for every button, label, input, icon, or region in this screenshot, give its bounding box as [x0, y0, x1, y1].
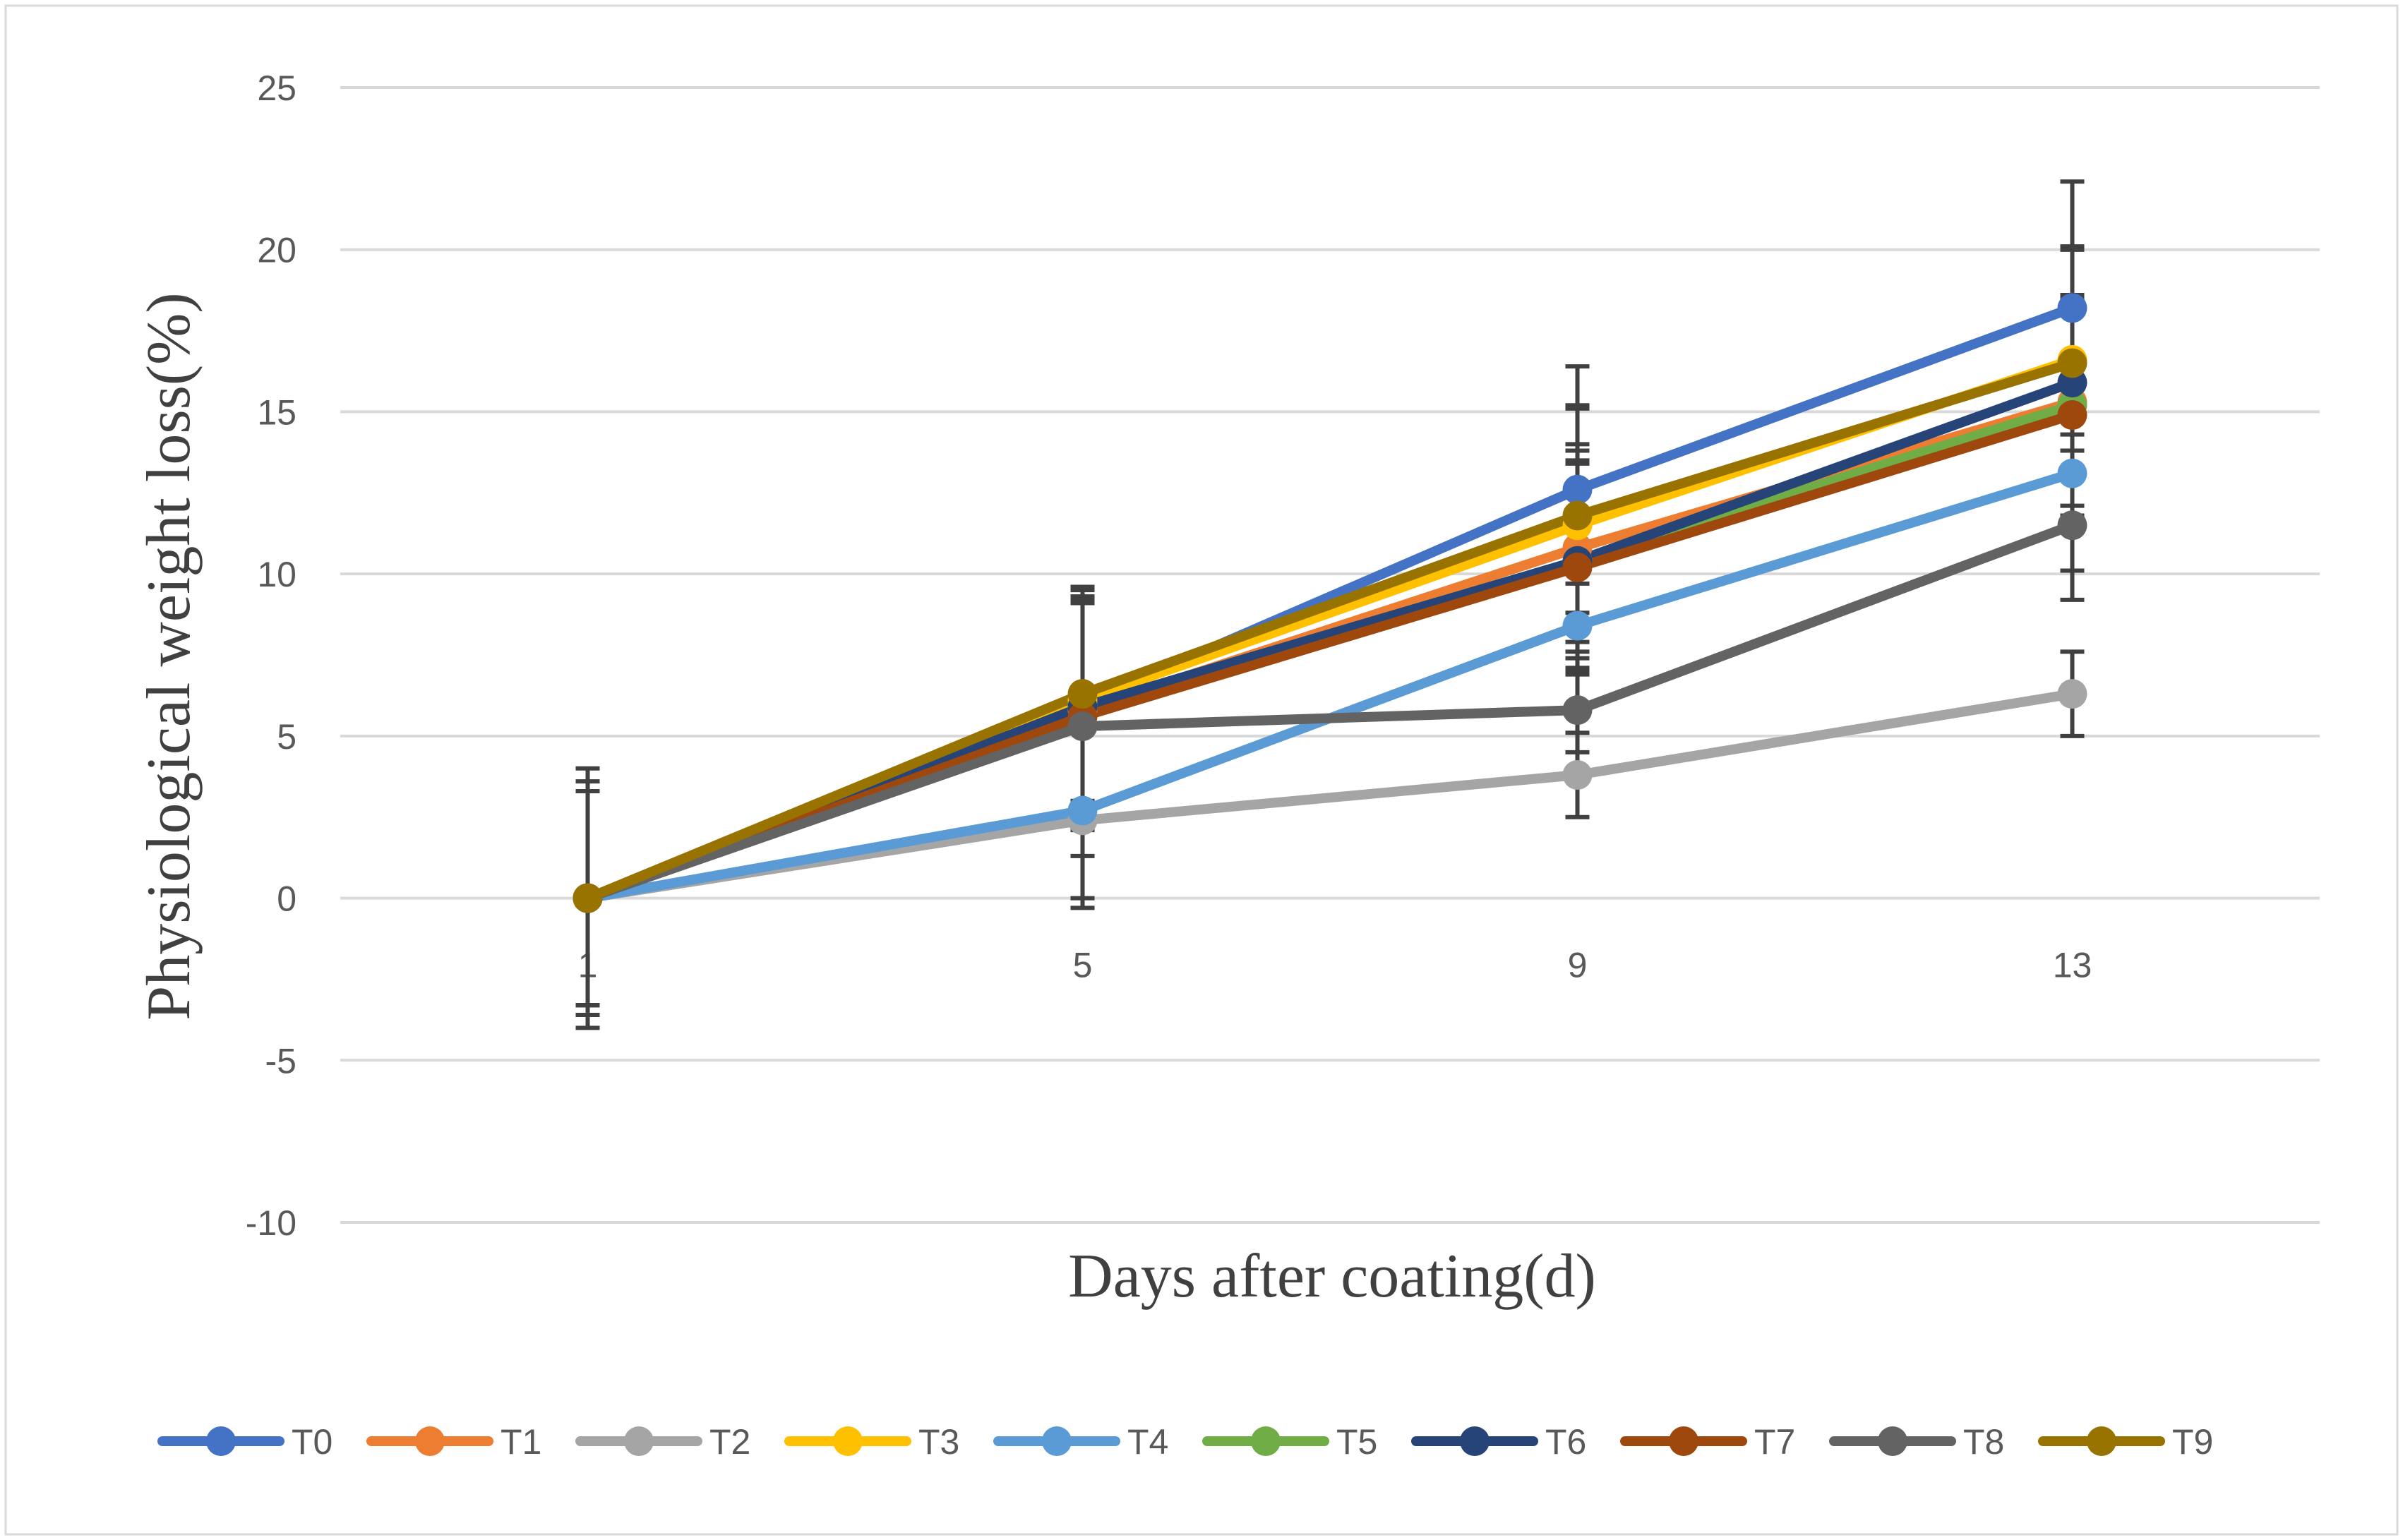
series-lines	[582, 303, 2078, 903]
legend-label-T6: T6	[1545, 1422, 1586, 1462]
legend-swatch-marker-T9	[2087, 1426, 2116, 1456]
legend-swatch-marker-T4	[1042, 1426, 1072, 1456]
legend-swatch-marker-T0	[206, 1426, 236, 1456]
y-tick-label: 25	[257, 68, 296, 108]
legend-label-T8: T8	[1963, 1422, 2004, 1462]
legend-label-T2: T2	[709, 1422, 750, 1462]
legend-swatch-marker-T3	[833, 1426, 863, 1456]
y-tick-label: 15	[257, 392, 296, 432]
series-line-T9	[582, 358, 2078, 903]
y-tick-label: 0	[277, 879, 296, 919]
data-point-T9	[573, 883, 603, 913]
y-tick-label: 5	[277, 717, 296, 757]
x-axis-title: Days after coating(d)	[1068, 1242, 1596, 1311]
x-tick-label: 9	[1568, 946, 1588, 985]
data-point-T0	[2057, 293, 2087, 323]
legend-label-T0: T0	[292, 1422, 332, 1462]
legend-label-T7: T7	[1754, 1422, 1795, 1462]
legend-swatch-marker-T5	[1251, 1426, 1281, 1456]
data-point-T2	[1562, 759, 1593, 790]
y-tick-label: 20	[257, 231, 296, 270]
x-tick-label: 5	[1073, 946, 1093, 985]
data-point-T8	[2057, 510, 2087, 541]
legend-label-T1: T1	[501, 1422, 541, 1462]
y-tick-label: -5	[265, 1041, 296, 1081]
legend-swatch-marker-T2	[624, 1426, 654, 1456]
data-point-T8	[1067, 711, 1098, 742]
y-tick-label: -10	[246, 1203, 296, 1243]
data-point-T4	[1067, 795, 1098, 826]
data-point-T2	[2057, 679, 2087, 709]
legend-label-T4: T4	[1127, 1422, 1168, 1462]
data-point-T0	[1562, 474, 1593, 505]
series-line-T2	[582, 689, 2078, 903]
legend-swatch-marker-T7	[1669, 1426, 1698, 1456]
legend-label-T5: T5	[1336, 1422, 1377, 1462]
series-line-T4	[582, 468, 2078, 903]
data-point-T4	[1562, 610, 1593, 641]
series-line-T8	[582, 520, 2078, 903]
legend-swatch-marker-T1	[415, 1426, 445, 1456]
data-point-T4	[2057, 458, 2087, 488]
y-axis-ticks: 25 20 15 10 5 0 -5 -10	[246, 68, 296, 1243]
data-point-T7	[2057, 400, 2087, 431]
legend-label-T9: T9	[2172, 1422, 2213, 1462]
x-tick-label: 13	[2053, 946, 2092, 985]
data-point-T7	[1562, 552, 1593, 582]
legend-swatch-marker-T8	[1878, 1426, 1907, 1456]
y-tick-label: 10	[257, 555, 296, 594]
data-point-T8	[1562, 695, 1593, 726]
y-axis-title: Physiological weight loss(%)	[135, 292, 203, 1020]
data-point-T9	[1562, 500, 1593, 531]
x-axis-ticks: 15913	[578, 946, 2092, 985]
chart-frame	[4, 4, 2399, 1536]
gridlines	[340, 86, 2320, 1224]
data-point-T9	[1067, 679, 1098, 709]
legend-swatch-marker-T6	[1460, 1426, 1490, 1456]
legend: T0 T1 T2 T3 T4 T5 T6 T7 T8 T9	[157, 1422, 2213, 1462]
series-markers	[573, 293, 2087, 913]
legend-label-T3: T3	[918, 1422, 959, 1462]
data-point-T9	[2057, 348, 2087, 378]
